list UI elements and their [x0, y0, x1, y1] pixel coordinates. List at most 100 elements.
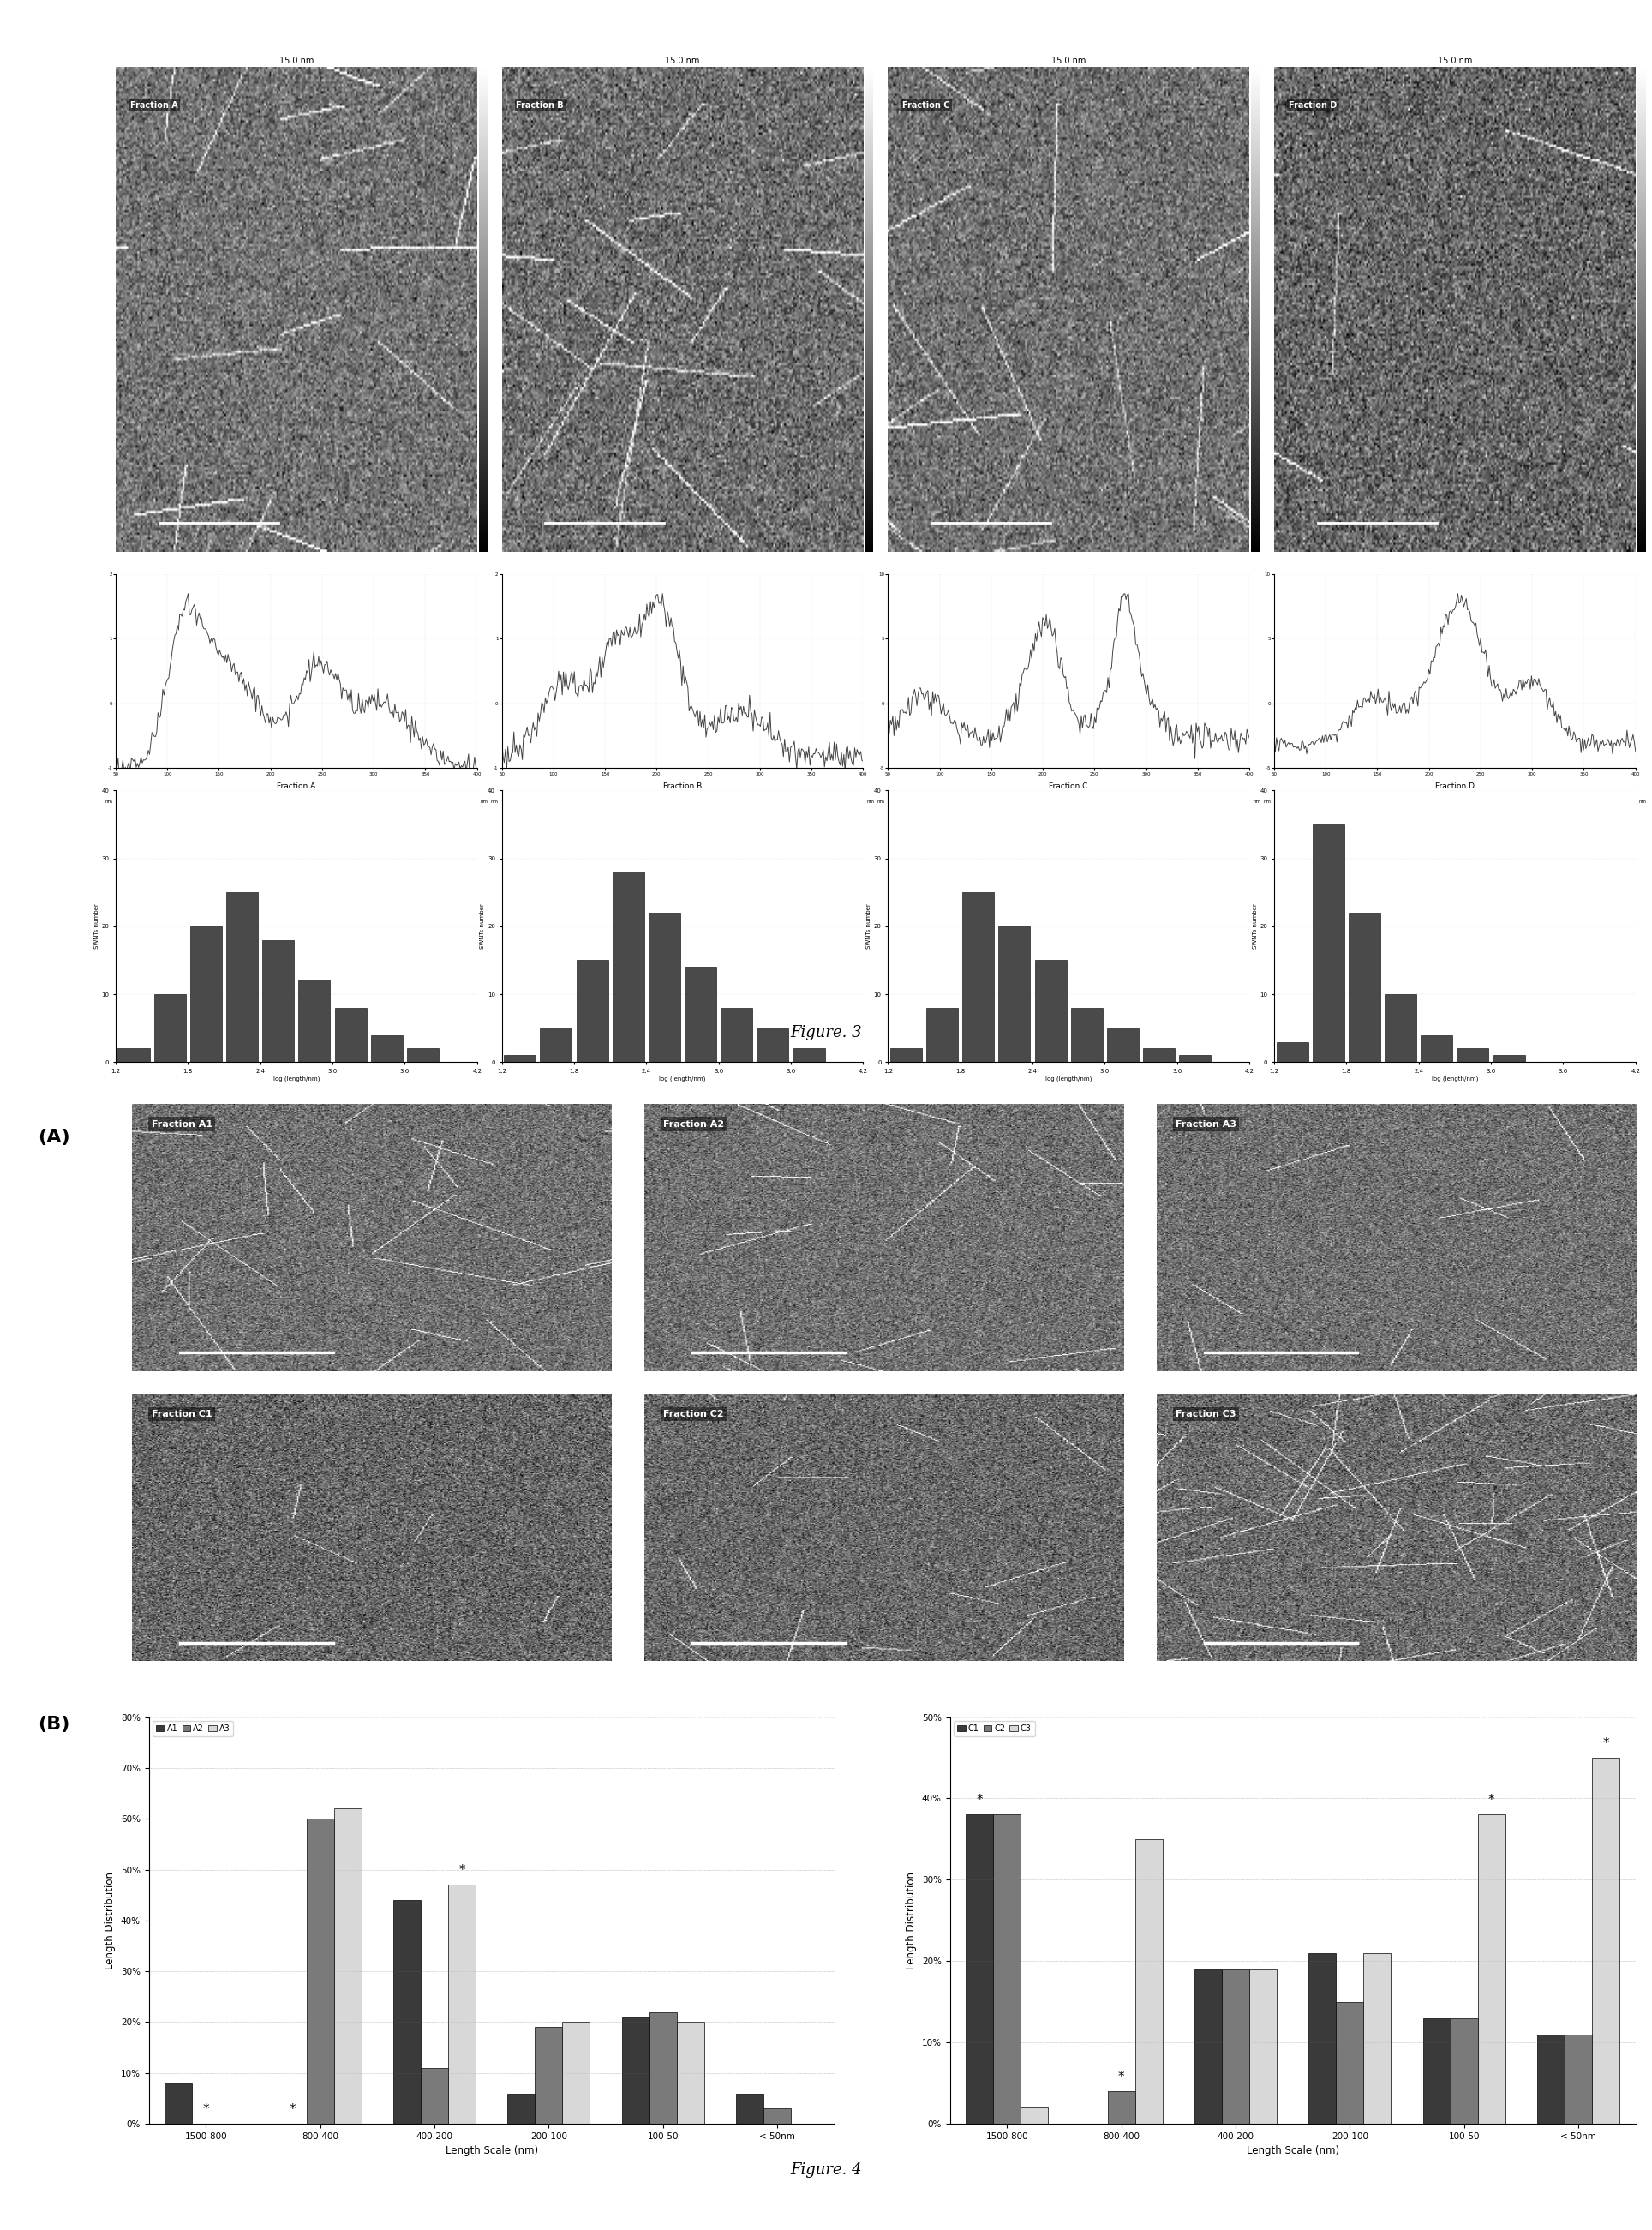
Bar [1422, 2018, 1450, 2123]
Bar [1384, 995, 1416, 1061]
Text: Fraction C1: Fraction C1 [152, 1409, 211, 1418]
Text: nm: nm [491, 801, 499, 805]
Bar [1070, 1008, 1102, 1061]
Bar [1564, 2034, 1593, 2123]
Y-axis label: SWNTs number: SWNTs number [866, 903, 871, 950]
Text: (A): (A) [38, 1128, 69, 1146]
Bar [720, 1008, 753, 1061]
Bar [1479, 1815, 1505, 2123]
Bar [335, 1008, 367, 1061]
X-axis label: Length Scale (nm): Length Scale (nm) [1246, 2145, 1340, 2156]
Bar [998, 925, 1031, 1061]
Text: (B): (B) [38, 1715, 69, 1733]
Bar [577, 961, 608, 1061]
Bar [562, 2023, 590, 2123]
Y-axis label: Length Distribution: Length Distribution [104, 1871, 116, 1969]
X-axis label: log (length/nm): log (length/nm) [659, 1077, 705, 1082]
Bar [1277, 1041, 1308, 1061]
Bar [1222, 1969, 1249, 2123]
X-axis label: log (length/nm): log (length/nm) [1432, 1077, 1479, 1082]
Text: nm: nm [1264, 801, 1270, 805]
Bar [226, 892, 258, 1061]
Bar [1312, 825, 1345, 1061]
Text: *: * [976, 1793, 983, 1806]
Y-axis label: Length Distribution: Length Distribution [905, 1871, 917, 1969]
Title: Fraction C: Fraction C [1049, 783, 1089, 789]
Text: nm: nm [877, 801, 885, 805]
Title: 15.0 nm: 15.0 nm [1051, 56, 1085, 65]
Title: 15.0 nm: 15.0 nm [279, 56, 314, 65]
Text: Fraction B: Fraction B [515, 100, 563, 109]
Bar [677, 2023, 704, 2123]
Bar [763, 2110, 791, 2123]
Bar [613, 872, 644, 1061]
Text: Fraction A: Fraction A [131, 100, 178, 109]
Text: *: * [459, 1864, 464, 1878]
Bar [393, 1900, 421, 2123]
Text: nm: nm [1639, 801, 1647, 805]
Bar [649, 912, 681, 1061]
Bar [1363, 1953, 1391, 2123]
Bar [1249, 1969, 1277, 2123]
Bar [1107, 1028, 1138, 1061]
Bar [263, 939, 294, 1061]
Bar [1538, 2034, 1564, 2123]
Bar [1457, 1048, 1488, 1061]
Bar [966, 1815, 993, 2123]
Bar [1194, 1969, 1222, 2123]
Title: Fraction A: Fraction A [278, 783, 316, 789]
Bar [1021, 2107, 1047, 2123]
Legend: A1, A2, A3: A1, A2, A3 [154, 1722, 233, 1737]
Bar [649, 2011, 677, 2123]
Text: *: * [1488, 1793, 1495, 1806]
Bar [370, 1035, 403, 1061]
Y-axis label: SWNTs number: SWNTs number [1252, 903, 1257, 950]
Y-axis label: SWNTs number: SWNTs number [94, 903, 99, 950]
Bar [1593, 1757, 1619, 2123]
Bar [507, 2094, 535, 2123]
Bar [540, 1028, 572, 1061]
Bar [154, 995, 185, 1061]
Text: Fraction C2: Fraction C2 [664, 1409, 724, 1418]
X-axis label: Length Scale (nm): Length Scale (nm) [444, 2145, 539, 2156]
X-axis label: log (length/nm): log (length/nm) [273, 1077, 319, 1082]
Bar [993, 1815, 1021, 2123]
Text: Fraction D: Fraction D [1289, 100, 1336, 109]
Bar [1180, 1055, 1211, 1061]
Legend: C1, C2, C3: C1, C2, C3 [955, 1722, 1034, 1737]
Bar [165, 2083, 192, 2123]
Text: *: * [203, 2103, 210, 2116]
Text: *: * [1602, 1737, 1609, 1751]
Bar [1107, 2092, 1135, 2123]
Title: Fraction D: Fraction D [1436, 783, 1475, 789]
Bar [927, 1008, 958, 1061]
Bar [1308, 1953, 1336, 2123]
Bar [1493, 1055, 1525, 1061]
Title: 15.0 nm: 15.0 nm [1437, 56, 1472, 65]
Bar [334, 1809, 362, 2123]
Bar [684, 968, 717, 1061]
Bar [299, 981, 330, 1061]
Bar [890, 1048, 922, 1061]
Text: Fraction C: Fraction C [902, 100, 950, 109]
Text: Fraction C3: Fraction C3 [1176, 1409, 1236, 1418]
Title: 15.0 nm: 15.0 nm [666, 56, 700, 65]
Text: nm: nm [481, 801, 489, 805]
Y-axis label: SWNTs number: SWNTs number [481, 903, 486, 950]
Bar [1135, 1840, 1163, 2123]
Bar [421, 2067, 448, 2123]
Bar [1034, 961, 1067, 1061]
Text: Figure. 3: Figure. 3 [790, 1026, 862, 1039]
Bar [737, 2094, 763, 2123]
Bar [406, 1048, 439, 1061]
Text: Fraction A3: Fraction A3 [1176, 1119, 1236, 1128]
Title: Fraction B: Fraction B [662, 783, 702, 789]
Bar [1450, 2018, 1479, 2123]
Text: *: * [289, 2103, 296, 2116]
Bar [190, 925, 221, 1061]
Text: nm: nm [104, 801, 112, 805]
Text: Fraction A2: Fraction A2 [664, 1119, 724, 1128]
Text: *: * [1118, 2069, 1125, 2083]
Bar [963, 892, 995, 1061]
Bar [1421, 1035, 1452, 1061]
